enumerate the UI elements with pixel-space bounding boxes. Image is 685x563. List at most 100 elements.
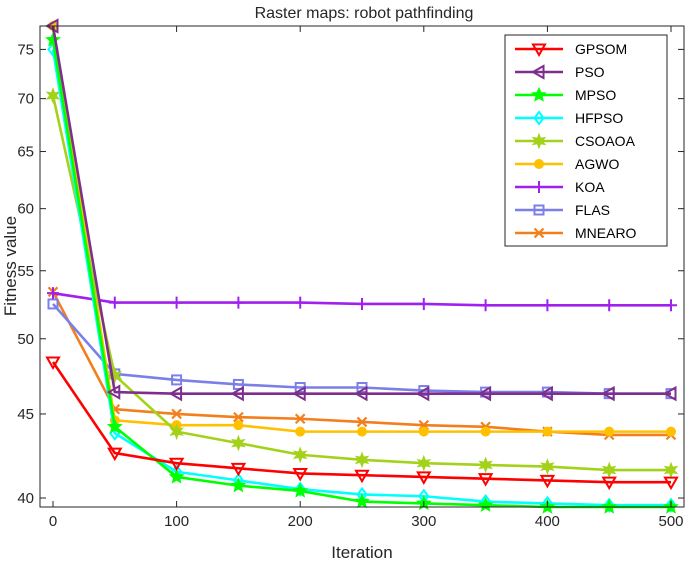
data-point-hfpso <box>665 497 677 513</box>
data-point-agwo <box>418 426 429 437</box>
legend-item-flas: FLAS <box>515 202 610 218</box>
data-point-pso <box>353 385 368 402</box>
y-tick-label: 55 <box>17 263 34 280</box>
data-point-mpso <box>601 498 618 514</box>
data-point-pso <box>662 385 677 402</box>
series-layer <box>44 18 679 514</box>
y-tick-label: 40 <box>17 490 34 507</box>
data-point-gpsom <box>539 474 556 489</box>
data-point-pso <box>168 385 183 402</box>
data-point-csoaoa <box>292 446 308 464</box>
data-point-koa <box>479 299 492 312</box>
data-point-koa <box>603 299 616 312</box>
y-tick-label: 60 <box>17 201 34 218</box>
legend-item-csoaoa: CSOAOA <box>515 132 636 150</box>
series-line-gpsom <box>51 361 671 484</box>
legend-marker-agwo <box>534 159 544 169</box>
series-pso <box>44 18 677 402</box>
chart-title: Raster maps: robot pathfinding <box>255 5 474 22</box>
data-point-koa <box>108 296 121 309</box>
data-point-agwo <box>295 426 306 437</box>
data-point-flas <box>171 374 183 386</box>
data-point-agwo <box>604 426 615 437</box>
x-tick-label: 300 <box>411 513 436 530</box>
x-axis-label: Iteration <box>331 543 392 562</box>
data-point-agwo <box>357 426 367 437</box>
legend-item-mpso: MPSO <box>515 86 616 103</box>
data-point-mpso <box>292 482 309 498</box>
y-axis-label: Fitness value <box>1 216 20 316</box>
legend-marker-pso <box>530 64 545 80</box>
data-point-csoaoa <box>478 456 493 474</box>
data-point-flas <box>47 298 59 310</box>
legend-label-flas: FLAS <box>575 202 610 218</box>
x-tick-label: 500 <box>658 513 683 530</box>
legend-label-csoaoa: CSOAOA <box>575 133 636 149</box>
legend-marker-csoaoa <box>531 132 547 150</box>
data-point-gpsom <box>663 476 679 491</box>
x-tick-label: 100 <box>164 513 189 530</box>
legend-marker-koa <box>533 181 545 193</box>
legend-marker-mnearo <box>533 227 545 239</box>
data-point-csoaoa <box>354 451 370 469</box>
data-point-mpso <box>354 493 370 509</box>
data-point-pso <box>292 385 306 402</box>
legend-marker-flas <box>533 204 545 216</box>
data-point-agwo <box>233 420 244 431</box>
axes-box <box>39 25 685 508</box>
x-tick-label: 200 <box>288 513 313 530</box>
data-point-pso <box>477 385 492 402</box>
data-point-hfpso <box>294 481 306 497</box>
data-point-mpso <box>477 496 494 512</box>
tick-layer: 0 100 200 300 400 500 40 45 50 55 60 65 70 75 <box>17 26 684 530</box>
legend-marker-gpsom <box>531 43 547 58</box>
y-tick-label: 65 <box>17 144 34 161</box>
y-tick-label: 70 <box>17 91 34 108</box>
legend-label-mpso: MPSO <box>575 87 616 103</box>
y-tick-label: 50 <box>17 331 34 348</box>
legend-label-mnearo: MNEARO <box>575 225 637 241</box>
legend-label-hfpso: HFPSO <box>575 110 623 126</box>
data-point-koa <box>417 297 430 310</box>
data-point-agwo <box>542 426 553 437</box>
legend-item-gpsom: GPSOM <box>515 41 627 58</box>
legend: GPSOM PSO MPSO HFPSO CSOAOA AGWO KOA FLAS MNEARO <box>504 34 668 247</box>
data-point-koa <box>294 296 307 309</box>
data-point-agwo <box>666 426 676 437</box>
series-gpsom <box>45 356 679 491</box>
data-point-koa <box>47 287 59 300</box>
data-point-pso <box>601 385 615 402</box>
series-koa <box>47 287 677 312</box>
data-point-csoaoa <box>107 366 123 384</box>
data-point-pso <box>230 385 244 402</box>
data-point-pso <box>539 385 553 402</box>
legend-item-pso: PSO <box>515 64 605 80</box>
data-point-gpsom <box>292 467 308 482</box>
data-point-gpsom <box>354 469 370 484</box>
data-point-pso <box>415 385 430 402</box>
data-point-agwo <box>480 426 491 437</box>
data-point-hfpso <box>603 497 615 513</box>
legend-item-hfpso: HFPSO <box>515 110 623 126</box>
data-point-flas <box>232 378 244 390</box>
data-point-mnearo <box>294 413 306 425</box>
data-point-mpso <box>230 477 247 493</box>
data-point-csoaoa <box>416 454 432 472</box>
axes-layer <box>39 25 685 508</box>
legend-label-koa: KOA <box>575 179 605 195</box>
data-point-mnearo <box>233 411 244 423</box>
data-point-gpsom <box>601 476 617 491</box>
x-tick-label: 400 <box>535 513 560 530</box>
legend-item-koa: KOA <box>515 179 605 195</box>
data-point-mnearo <box>171 408 182 420</box>
data-point-csoaoa <box>540 458 555 476</box>
legend-label-pso: PSO <box>575 64 605 80</box>
y-tick-label: 75 <box>17 41 34 58</box>
data-point-koa <box>541 299 554 312</box>
data-point-csoaoa <box>231 434 246 452</box>
data-point-csoaoa <box>169 423 184 441</box>
x-tick-label: 0 <box>49 513 57 530</box>
data-point-pso <box>106 384 121 400</box>
series-line-pso <box>51 25 671 395</box>
